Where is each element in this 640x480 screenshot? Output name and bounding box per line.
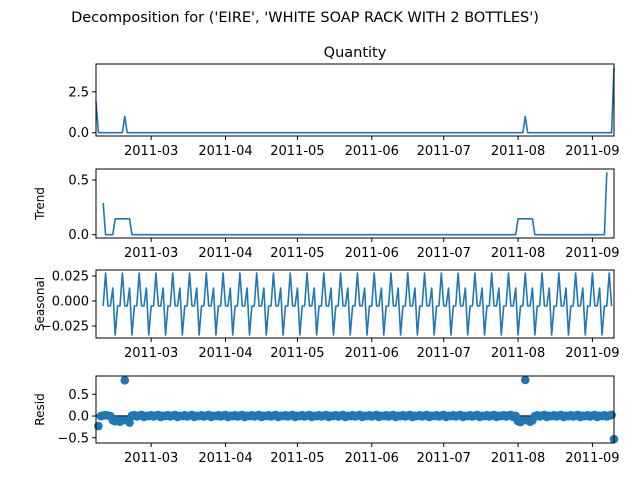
trend-xtick-label: 2011-04 bbox=[198, 246, 252, 261]
resid-xtick-label: 2011-05 bbox=[270, 451, 324, 466]
trend-xtick-label: 2011-03 bbox=[124, 246, 178, 261]
panel-observed: 0.0 2.5 2011-03 2011-04 2011-05 2011-06 2011-0… bbox=[68, 45, 619, 159]
resid-ytick-label: 0.5 bbox=[68, 388, 89, 403]
resid-point bbox=[607, 410, 616, 420]
seasonal-xtick-label: 2011-07 bbox=[417, 346, 471, 361]
observed-xtick-label: 2011-04 bbox=[198, 144, 252, 159]
trend-xtick-label: 2011-06 bbox=[345, 246, 399, 261]
seasonal-series-line bbox=[102, 272, 613, 336]
resid-xtick-label: 2011-03 bbox=[124, 451, 178, 466]
trend-xtick-label: 2011-07 bbox=[417, 246, 471, 261]
trend-ytick-label: 0.5 bbox=[68, 173, 89, 188]
seasonal-xtick-label: 2011-08 bbox=[491, 346, 545, 361]
observed-xtick-label: 2011-08 bbox=[491, 144, 545, 159]
trend-series-line bbox=[102, 172, 608, 236]
resid-xtick-label: 2011-09 bbox=[565, 451, 619, 466]
resid-point bbox=[520, 375, 530, 385]
resid-xtick-label: 2011-07 bbox=[417, 451, 471, 466]
resid-ylabel: Resid bbox=[33, 393, 47, 425]
seasonal-axes-frame bbox=[95, 269, 615, 339]
trend-ylabel: Trend bbox=[33, 187, 47, 221]
resid-point bbox=[94, 421, 103, 431]
trend-ytick-label: 0.0 bbox=[68, 228, 89, 243]
seasonal-ytick-label: 0.025 bbox=[52, 270, 89, 285]
resid-ytick-label: 0.0 bbox=[68, 410, 89, 425]
resid-ytick-label: −0.5 bbox=[57, 431, 89, 446]
observed-ytick-label: 0.0 bbox=[68, 126, 89, 141]
resid-xtick-label: 2011-06 bbox=[345, 451, 399, 466]
resid-point bbox=[120, 376, 130, 385]
trend-xtick-label: 2011-09 bbox=[565, 246, 619, 261]
trend-xtick-label: 2011-08 bbox=[491, 246, 545, 261]
resid-xtick-label: 2011-08 bbox=[491, 451, 545, 466]
resid-axes-frame bbox=[95, 375, 615, 444]
trend-xtick-label: 2011-05 bbox=[270, 246, 324, 261]
resid-xtick-label: 2011-04 bbox=[198, 451, 252, 466]
observed-series-line bbox=[95, 67, 615, 134]
observed-xtick-label: 2011-09 bbox=[565, 144, 619, 159]
panel-seasonal: −0.025 0.000 0.025 2011-03 2011-04 2011-05 201… bbox=[33, 269, 620, 361]
observed-xtick-label: 2011-03 bbox=[124, 144, 178, 159]
observed-xtick-label: 2011-06 bbox=[345, 144, 399, 159]
seasonal-xtick-label: 2011-06 bbox=[345, 346, 399, 361]
seasonal-xtick-label: 2011-05 bbox=[270, 346, 324, 361]
panels-group: 0.0 2.5 2011-03 2011-04 2011-05 2011-06 2011-0… bbox=[33, 45, 620, 466]
seasonal-ylabel: Seasonal bbox=[33, 277, 47, 331]
seasonal-xtick-label: 2011-03 bbox=[124, 346, 178, 361]
observed-panel-title: Quantity bbox=[324, 45, 387, 61]
panel-trend: 0.0 0.5 2011-03 2011-04 2011-05 2011-06 2011-0… bbox=[33, 168, 620, 261]
chart-suptitle: Decomposition for ('EIRE', 'WHITE SOAP R… bbox=[71, 10, 539, 26]
seasonal-ytick-label: 0.000 bbox=[52, 295, 89, 310]
observed-xtick-label: 2011-05 bbox=[270, 144, 324, 159]
seasonal-ytick-label: −0.025 bbox=[41, 320, 89, 335]
seasonal-xtick-label: 2011-09 bbox=[565, 346, 619, 361]
panel-resid: −0.5 0.0 0.5 2011-03 2011-04 2011-05 2011-06 20… bbox=[33, 375, 620, 466]
seasonal-xtick-label: 2011-04 bbox=[198, 346, 252, 361]
observed-xtick-label: 2011-07 bbox=[417, 144, 471, 159]
resid-point bbox=[125, 418, 134, 427]
observed-axes-frame bbox=[95, 63, 615, 137]
trend-axes-frame bbox=[95, 168, 615, 239]
observed-ytick-label: 2.5 bbox=[68, 85, 89, 100]
